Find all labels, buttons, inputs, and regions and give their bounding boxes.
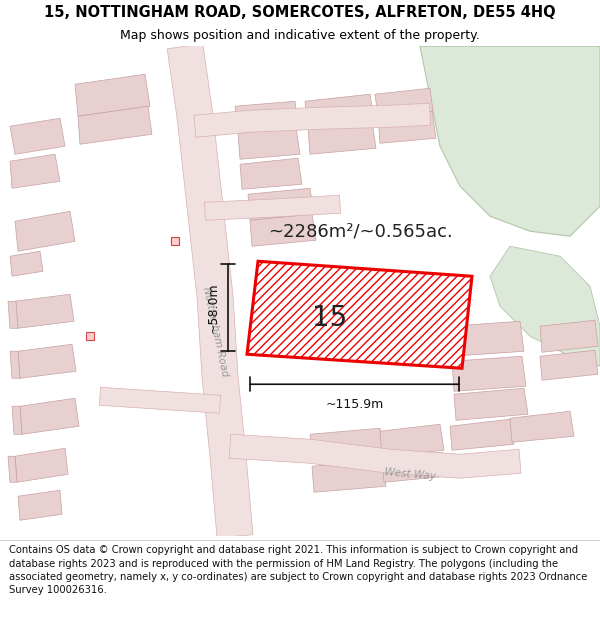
- Polygon shape: [312, 460, 386, 492]
- Polygon shape: [78, 106, 152, 144]
- Polygon shape: [10, 251, 43, 276]
- Polygon shape: [310, 428, 384, 460]
- Polygon shape: [305, 94, 374, 128]
- Polygon shape: [10, 154, 60, 188]
- Polygon shape: [18, 490, 62, 520]
- Polygon shape: [378, 111, 436, 143]
- Polygon shape: [8, 456, 17, 482]
- Polygon shape: [100, 388, 221, 413]
- Polygon shape: [75, 74, 150, 116]
- Polygon shape: [10, 118, 65, 154]
- Polygon shape: [454, 388, 528, 420]
- Text: ~115.9m: ~115.9m: [325, 398, 383, 411]
- Polygon shape: [20, 398, 79, 434]
- Polygon shape: [86, 332, 94, 340]
- Polygon shape: [235, 101, 298, 133]
- Polygon shape: [194, 103, 431, 138]
- Polygon shape: [380, 424, 444, 456]
- Polygon shape: [238, 128, 300, 159]
- Polygon shape: [250, 214, 316, 246]
- Polygon shape: [382, 452, 446, 482]
- Polygon shape: [248, 188, 314, 220]
- Polygon shape: [10, 351, 20, 378]
- Polygon shape: [171, 238, 179, 245]
- Polygon shape: [510, 411, 574, 442]
- Polygon shape: [375, 88, 433, 116]
- Polygon shape: [8, 301, 18, 328]
- Text: Nottingham Road: Nottingham Road: [200, 286, 229, 377]
- Text: Contains OS data © Crown copyright and database right 2021. This information is : Contains OS data © Crown copyright and d…: [9, 546, 587, 595]
- Polygon shape: [420, 46, 600, 236]
- Polygon shape: [240, 158, 302, 189]
- Polygon shape: [452, 356, 526, 391]
- Polygon shape: [540, 320, 598, 352]
- Text: 15: 15: [313, 304, 347, 332]
- Text: West Way: West Way: [384, 467, 436, 481]
- Text: 15, NOTTINGHAM ROAD, SOMERCOTES, ALFRETON, DE55 4HQ: 15, NOTTINGHAM ROAD, SOMERCOTES, ALFRETO…: [44, 5, 556, 20]
- Text: ~2286m²/~0.565ac.: ~2286m²/~0.565ac.: [268, 222, 452, 240]
- Polygon shape: [167, 44, 253, 538]
- Polygon shape: [450, 419, 514, 450]
- Polygon shape: [15, 294, 74, 328]
- Polygon shape: [15, 448, 68, 482]
- Polygon shape: [540, 350, 598, 380]
- Polygon shape: [18, 344, 76, 378]
- Polygon shape: [450, 321, 524, 356]
- Polygon shape: [247, 261, 472, 368]
- Polygon shape: [308, 121, 376, 154]
- Polygon shape: [15, 211, 75, 251]
- Polygon shape: [490, 246, 600, 366]
- Text: Map shows position and indicative extent of the property.: Map shows position and indicative extent…: [120, 29, 480, 42]
- Polygon shape: [205, 195, 341, 220]
- Text: ~58.0m: ~58.0m: [207, 282, 220, 333]
- Polygon shape: [229, 434, 521, 478]
- Polygon shape: [12, 406, 22, 434]
